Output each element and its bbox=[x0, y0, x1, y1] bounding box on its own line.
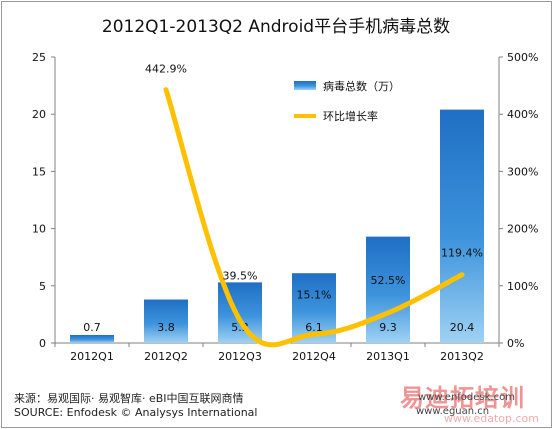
source-cn: 来源：易观国际· 易观智库· eBI中国互联网商情 bbox=[14, 392, 244, 405]
y-left-tick-label: 15 bbox=[32, 165, 46, 178]
y-left-tick-label: 10 bbox=[32, 223, 46, 236]
source-en: SOURCE: Enfodesk © Analysys Internationa… bbox=[14, 406, 258, 419]
bar-labels-layer: 0.7 3.8 5.3 6.1 9.3 20.4 bbox=[83, 321, 474, 334]
line-value-label: 442.9% bbox=[145, 63, 187, 76]
line-value-label: 15.1% bbox=[297, 288, 332, 301]
bar-value-label: 3.8 bbox=[157, 321, 175, 334]
bar bbox=[70, 334, 114, 343]
y-right-tick-label: 100% bbox=[507, 280, 538, 293]
watermark-url-enfodesk: www.enfodesk.com bbox=[418, 392, 515, 403]
line-labels-layer: 442.9% 39.5% 15.1% 52.5% 119.4% bbox=[145, 63, 483, 302]
y-right-tick-label: 200% bbox=[507, 223, 538, 236]
line-layer bbox=[163, 87, 465, 348]
bar-value-label: 6.1 bbox=[305, 321, 323, 334]
watermark-url-edatop: www.edatop.com bbox=[444, 412, 539, 425]
growth-rate-line bbox=[163, 87, 465, 348]
bar bbox=[366, 236, 410, 343]
x-tick-label: 2013Q1 bbox=[366, 350, 410, 363]
y-left-tick-label: 0 bbox=[39, 337, 46, 350]
bar-value-label: 0.7 bbox=[83, 321, 101, 334]
chart-title: 2012Q1-2013Q2 Android平台手机病毒总数 bbox=[102, 17, 450, 37]
y-left-tick-label: 25 bbox=[32, 51, 46, 64]
line-value-label: 119.4% bbox=[441, 247, 483, 260]
bar bbox=[144, 299, 188, 343]
legend-label-line: 环比增长率 bbox=[323, 109, 378, 123]
bars-layer bbox=[70, 109, 484, 344]
legend: 病毒总数（万） 环比增长率 bbox=[294, 79, 400, 123]
bar-value-label: 9.3 bbox=[379, 321, 397, 334]
axes: 0 5 10 15 20 25 0% 100% 200% 300% 400% 500% 2012Q1 20… bbox=[32, 51, 538, 363]
legend-swatch-bar bbox=[294, 81, 316, 90]
y-left-tick-label: 5 bbox=[39, 280, 46, 293]
x-tick-label: 2013Q2 bbox=[440, 350, 484, 363]
y-left-tick-label: 20 bbox=[32, 108, 46, 121]
bar bbox=[440, 109, 484, 344]
y-right-tick-label: 300% bbox=[507, 165, 538, 178]
x-tick-label: 2012Q3 bbox=[218, 350, 262, 363]
legend-label-bar: 病毒总数（万） bbox=[323, 79, 400, 93]
x-tick-label: 2012Q4 bbox=[292, 350, 336, 363]
y-right-tick-label: 0% bbox=[507, 337, 524, 350]
watermark-url-eguan: www.eguan.cn bbox=[416, 406, 490, 417]
line-value-label: 39.5% bbox=[223, 269, 258, 282]
bar-value-label: 20.4 bbox=[450, 321, 475, 334]
watermark-brand: 易迪拓培训 bbox=[400, 384, 525, 412]
y-right-tick-label: 400% bbox=[507, 108, 538, 121]
y-right-tick-label: 500% bbox=[507, 51, 538, 64]
line-value-label: 52.5% bbox=[371, 274, 406, 287]
x-tick-label: 2012Q2 bbox=[144, 350, 188, 363]
x-tick-label: 2012Q1 bbox=[70, 350, 114, 363]
